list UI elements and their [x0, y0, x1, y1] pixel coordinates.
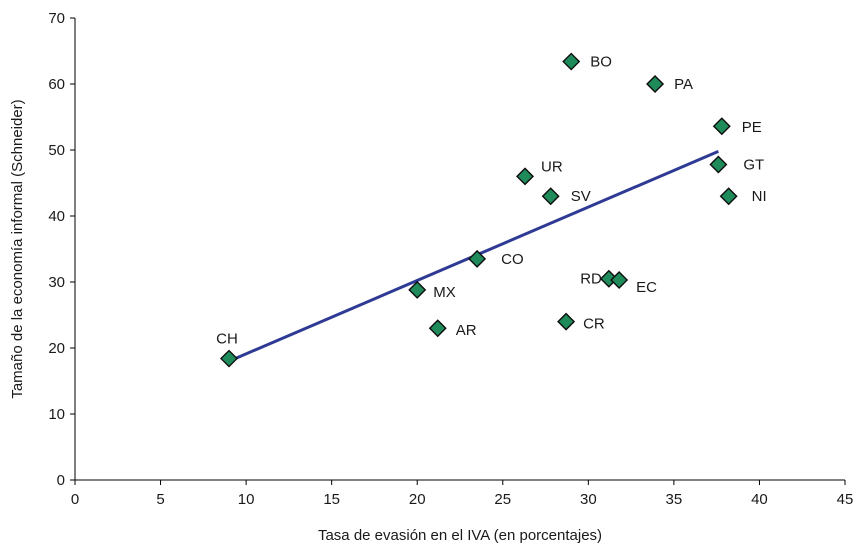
x-tick-label: 0: [71, 491, 79, 508]
x-tick-label: 10: [238, 491, 255, 508]
diamond-marker: [220, 349, 238, 368]
y-tick-label: 50: [48, 142, 65, 159]
x-tick-label: 20: [409, 491, 426, 508]
axes: [70, 17, 846, 485]
data-point: RD: [580, 269, 618, 288]
x-axis-title: Tasa de evasión en el IVA (en porcentaje…: [318, 527, 602, 544]
point-label: PE: [742, 119, 762, 136]
y-tick-label: 40: [48, 208, 65, 225]
diamond-marker: [646, 75, 665, 93]
point-label: GT: [743, 157, 764, 174]
data-point: SV: [541, 187, 591, 206]
data-point: GT: [709, 155, 764, 174]
point-label: MX: [433, 284, 456, 301]
point-label: PA: [674, 76, 693, 93]
diamond-marker: [610, 271, 629, 290]
point-label: CO: [501, 251, 523, 268]
x-tick-label: 40: [751, 491, 768, 508]
data-point: BO: [562, 52, 612, 71]
data-point: PA: [646, 75, 693, 93]
data-point: AR: [428, 319, 477, 339]
point-label: UR: [541, 158, 563, 175]
diamond-marker: [709, 155, 728, 174]
diamond-marker: [428, 319, 447, 338]
point-label: EC: [636, 279, 657, 296]
tick-labels: 0 10 20 30 40 50 60 70 0 5 10 15 20 25 30 35 40 45: [48, 10, 853, 508]
point-label: NI: [752, 188, 767, 205]
data-point: EC: [610, 271, 657, 296]
diamond-marker: [408, 280, 427, 299]
data-point: UR: [516, 158, 563, 186]
x-tick-label: 15: [323, 491, 340, 508]
y-tick-label: 10: [48, 406, 65, 423]
diamond-marker: [562, 52, 581, 71]
point-label: CH: [216, 331, 238, 348]
diamond-marker: [468, 249, 487, 268]
y-tick-label: 30: [48, 274, 65, 291]
diamond-marker: [516, 167, 535, 186]
data-points: CH MX AR CO UR SV CR BO RD EC PA GT PE NI: [216, 52, 767, 368]
y-axis-title: Tamaño de la economía informal (Schneide…: [9, 99, 26, 398]
point-label: BO: [590, 54, 612, 71]
data-point: CO: [468, 249, 524, 268]
x-tick-label: 5: [156, 491, 164, 508]
point-label: SV: [571, 188, 591, 205]
diamond-marker: [541, 187, 560, 206]
diamond-marker: [712, 117, 731, 136]
point-label: AR: [456, 322, 477, 339]
x-tick-label: 35: [666, 491, 683, 508]
x-tick-label: 30: [580, 491, 597, 508]
point-label: CR: [583, 316, 605, 333]
data-point: CR: [557, 312, 605, 333]
x-tick-label: 45: [837, 491, 854, 508]
y-tick-label: 20: [48, 340, 65, 357]
x-tick-label: 25: [494, 491, 511, 508]
y-tick-label: 60: [48, 76, 65, 93]
data-point: NI: [719, 187, 767, 206]
y-tick-label: 70: [48, 10, 65, 27]
data-point: MX: [408, 280, 456, 301]
point-label: RD: [580, 271, 602, 288]
y-tick-label: 0: [57, 472, 65, 489]
diamond-marker: [557, 312, 576, 331]
data-point: CH: [216, 331, 238, 368]
data-point: PE: [712, 117, 762, 136]
diamond-marker: [719, 187, 738, 206]
